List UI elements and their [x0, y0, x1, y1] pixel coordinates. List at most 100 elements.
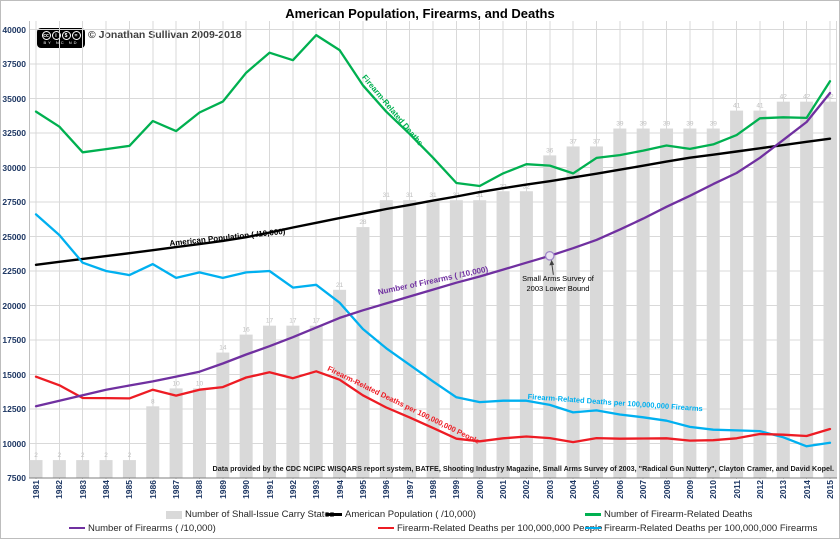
series-line [34, 137, 832, 267]
bar-value-label: 8 [151, 398, 155, 405]
bar [800, 101, 814, 478]
x-axis-tick-label: 1995 [357, 480, 368, 499]
legend-item[interactable]: Firearm-Related Deaths per 100,000,000 P… [378, 522, 602, 535]
bar-value-label: 41 [733, 103, 741, 110]
bar [730, 110, 744, 478]
bar [333, 289, 347, 478]
x-axis-tick-label: 1997 [404, 480, 415, 499]
y-axis-tick-label: 17500 [2, 335, 26, 345]
bar [216, 352, 230, 478]
x-axis-tick-label: 1993 [311, 480, 322, 499]
bar [473, 200, 487, 478]
nc-icon: $ [61, 31, 71, 40]
bar [239, 334, 253, 478]
annotation-line1: Small Arms Survey of [522, 274, 594, 283]
x-axis-tick-label: 1990 [241, 480, 252, 499]
x-axis-tick-label: 1984 [101, 480, 112, 499]
small-arms-survey-marker [544, 250, 555, 261]
copyright-text: © Jonathan Sullivan 2009-2018 [88, 29, 242, 41]
nd-icon: = [71, 31, 81, 40]
bar-value-label: 41 [756, 103, 764, 110]
legend-item[interactable]: Number of Firearms ( /10,000) [69, 522, 216, 535]
bar-value-label: 39 [710, 121, 718, 128]
x-axis-tick-label: 1982 [54, 480, 65, 499]
cc-icon: cc [41, 31, 51, 40]
annotation-small-arms-survey: Small Arms Survey of 2003 Lower Bound [515, 274, 601, 294]
y-axis-tick-label: 12500 [2, 404, 26, 414]
x-axis-tick-label: 1988 [194, 480, 205, 499]
bar-value-label: 17 [266, 318, 274, 325]
bar-value-label: 42 [803, 94, 811, 101]
bar [309, 325, 323, 478]
x-axis-tick-label: 2004 [568, 480, 579, 499]
y-axis-tick-label: 20000 [2, 300, 26, 311]
bar-value-label: 17 [289, 318, 297, 325]
chart-title: American Population, Firearms, and Death… [285, 6, 555, 21]
y-axis-tick-label: 30000 [2, 162, 26, 173]
legend-item[interactable]: Number of Shall-Issue Carry States [166, 508, 334, 521]
bar-value-label: 31 [383, 192, 391, 199]
bar-value-label: 21 [336, 282, 344, 289]
bar-value-label: 16 [243, 327, 251, 334]
annotation-arrow [551, 264, 554, 275]
legend-item[interactable]: Number of Firearm-Related Deaths [585, 508, 752, 521]
x-axis-tick-label: 2000 [474, 480, 485, 499]
bar [613, 128, 627, 478]
x-axis-tick-label: 1985 [124, 480, 135, 499]
x-axis-tick-label: 2003 [544, 480, 555, 499]
bar-value-label: 10 [196, 380, 204, 387]
bar-value-label: 28 [359, 219, 367, 226]
bar [263, 325, 277, 478]
x-axis-tick-label: 2009 [684, 480, 695, 499]
series-line [34, 91, 832, 408]
bar-value-label: 37 [593, 138, 601, 145]
legend-line-swatch [585, 526, 601, 530]
bar-value-label: 37 [570, 138, 578, 145]
x-axis-tick-label: 2012 [754, 480, 765, 499]
x-axis-tick-label: 1996 [381, 480, 392, 499]
y-axis-tick-label: 27500 [2, 197, 26, 207]
x-axis-tick-label: 1999 [451, 480, 462, 499]
x-axis-tick-label: 1981 [31, 480, 41, 499]
bar [52, 460, 66, 478]
bar [823, 101, 837, 478]
bar-value-label: 2 [34, 452, 38, 459]
x-axis-tick-label: 2005 [591, 480, 602, 499]
x-axis-tick-label: 2007 [638, 480, 649, 499]
y-axis-tick-label: 10000 [2, 438, 26, 449]
bar [169, 388, 183, 478]
legend-item[interactable]: Firearm-Related Deaths per 100,000,000 F… [585, 522, 817, 535]
bar-value-label: 31 [429, 192, 437, 199]
x-axis-tick-label: 1987 [171, 480, 182, 499]
legend-item[interactable]: American Population ( /10,000) [326, 508, 476, 521]
bar-value-label: 36 [546, 147, 554, 154]
x-axis-tick-label: 1989 [217, 480, 228, 499]
x-axis-tick-label: 2014 [801, 480, 812, 499]
bar [543, 155, 557, 479]
cc-license-badge[interactable]: cc i $ = BY NC ND [37, 28, 85, 48]
bar [403, 200, 417, 478]
y-axis-tick-label: 22500 [2, 266, 26, 276]
x-axis-tick-label: 2008 [661, 480, 672, 499]
legend-line-swatch [69, 526, 85, 530]
legend-item-label: Number of Shall-Issue Carry States [185, 509, 335, 520]
legend-bar-swatch [166, 510, 182, 519]
y-axis-tick-label: 35000 [2, 93, 26, 104]
bar [660, 128, 674, 478]
series-line [34, 33, 832, 188]
bar [589, 146, 603, 478]
annotation-arrowhead [549, 259, 555, 266]
bar-value-label: 2 [128, 452, 132, 459]
legend-item-label: Firearm-Related Deaths per 100,000,000 P… [397, 522, 603, 534]
bar [356, 227, 370, 478]
legend-item-label: Firearm-Related Deaths per 100,000,000 F… [604, 522, 818, 534]
by-icon: i [51, 31, 61, 40]
bar [379, 200, 393, 478]
bar [776, 101, 790, 478]
bar [426, 200, 440, 478]
x-axis-tick-label: 1986 [147, 480, 158, 499]
bar-value-label: 39 [686, 121, 694, 128]
bar-value-label: 39 [663, 121, 671, 128]
series-line [34, 213, 832, 448]
